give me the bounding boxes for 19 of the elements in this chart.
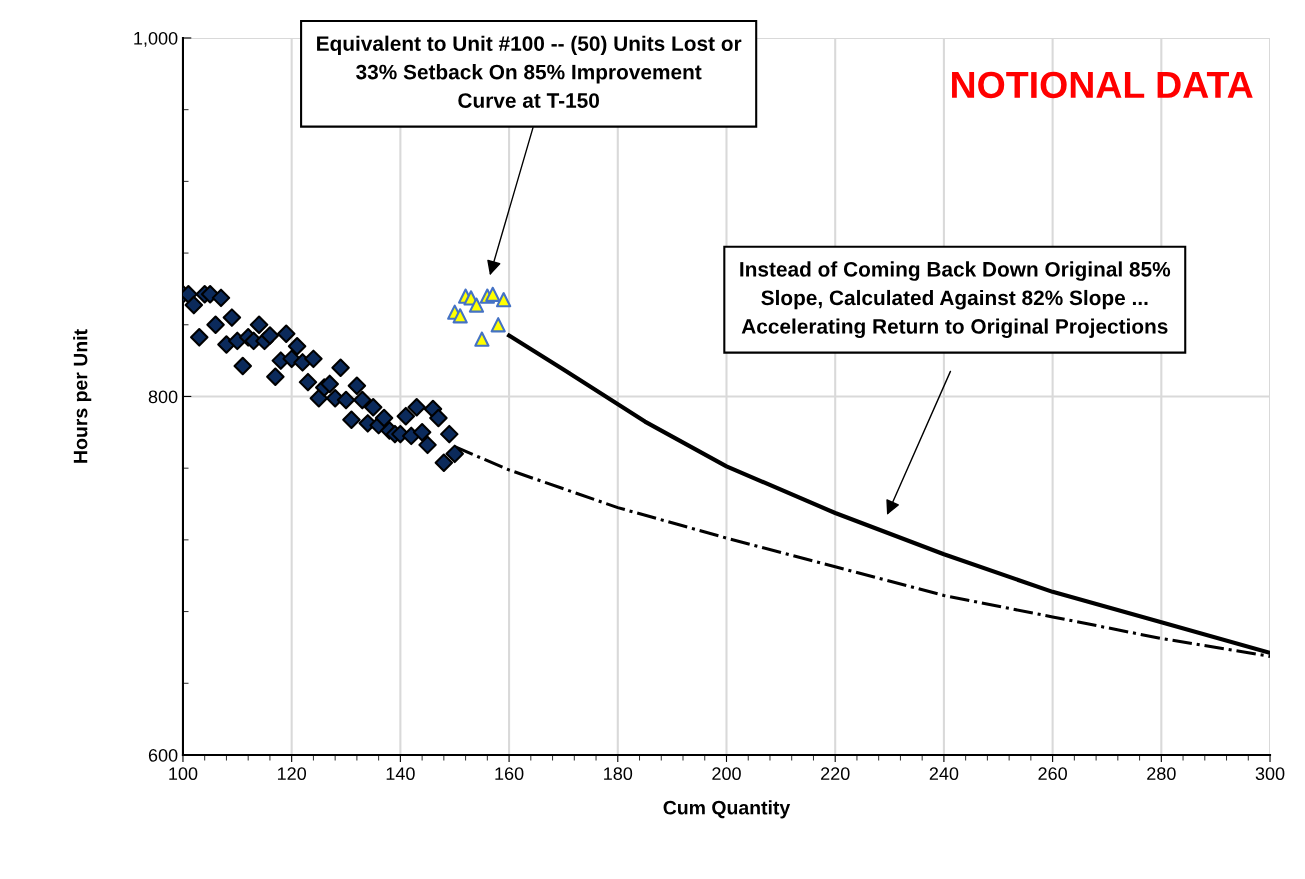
x-tick-label: 280 [1147, 767, 1176, 781]
y-tick-label: 1,000 [134, 31, 178, 47]
y-tick-label: 600 [148, 748, 178, 762]
x-tick-label: 220 [821, 767, 850, 781]
x-tick-label: 200 [712, 767, 741, 781]
x-tick-label: 300 [1255, 767, 1285, 781]
x-tick-label: 260 [1038, 767, 1067, 781]
x-tick-label: 120 [277, 767, 307, 781]
x-tick-label: 100 [169, 767, 198, 781]
annotation: Instead of Coming Back Down Original 85% Slope, Calculated Against 82% Slope ... Accelerating Return to Original Projections [740, 261, 1171, 338]
annotation: Equivalent to Unit #100 -- (50) Units Lost or 33% Setback On 85% Improvement Curve at T-150 [317, 35, 742, 108]
x-tick-label: 140 [386, 767, 415, 781]
x-tick-label: 240 [929, 767, 959, 781]
annotation: NOTIONAL DATA [952, 71, 1253, 99]
x-tick-label: 160 [495, 767, 524, 781]
x-axis-title: Cum Quantity [663, 800, 791, 819]
y-tick-label: 800 [148, 390, 178, 404]
x-tick-label: 180 [604, 767, 633, 781]
y-axis-title: Hours per Unit [73, 329, 92, 463]
